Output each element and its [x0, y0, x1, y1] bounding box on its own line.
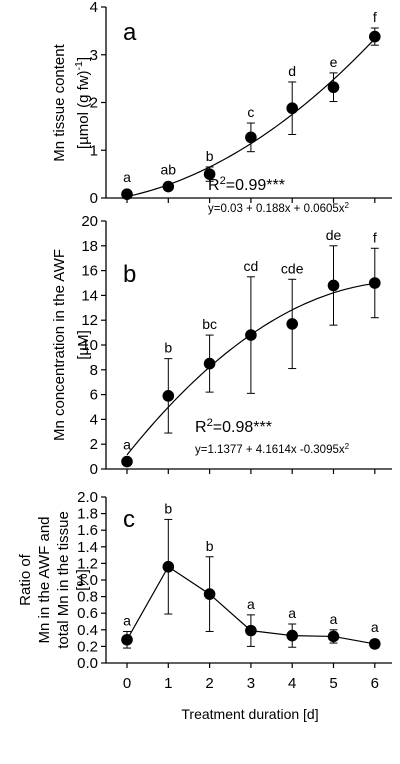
panel-a-significance-letter: b	[206, 148, 214, 164]
panel-b-y-axis-title: [µM]	[75, 330, 92, 359]
panel-c-significance-letter: a	[371, 619, 379, 635]
panel-c-data-point	[162, 560, 175, 573]
panel-b-y-tick-label: 10	[81, 337, 98, 354]
panel-b-significance-letter: b	[164, 340, 172, 356]
panel-a-y-tick-label: 3	[90, 47, 98, 64]
panel-b-data-point	[121, 455, 133, 468]
panel-a-significance-letter: f	[373, 9, 377, 25]
panel-c-x-axis-title: Treatment duration [d]	[181, 706, 318, 722]
panel-c-x-tick-label: 6	[371, 675, 379, 692]
panel-c-x-tick-label: 1	[164, 675, 172, 692]
panel-b-y-tick-label: 0	[90, 461, 98, 478]
panel-b-equation: y=1.1377 + 4.1614x -0.3095x2	[195, 442, 350, 457]
panel-b-significance-letter: bc	[202, 316, 217, 332]
panel-a-y-tick-label: 2	[90, 95, 98, 112]
panel-b-significance-letter: cd	[244, 258, 259, 274]
panel-b-y-axis-title: Mn concentration in the AWF	[51, 249, 68, 441]
panel-c-data-point	[245, 624, 257, 637]
panel-c-y-tick-label: 0.4	[77, 622, 98, 639]
panel-b-y-tick-label: 12	[81, 312, 98, 329]
panel-c-y-axis-title: Ratio of	[17, 553, 34, 606]
panel-b-significance-letter: f	[373, 229, 377, 245]
panel-c-significance-letter: a	[123, 612, 131, 628]
panel-a-y-tick-label: 4	[90, 0, 98, 16]
panel-c-y-tick-label: 1.6	[77, 522, 98, 539]
panel-c-data-point	[369, 638, 381, 650]
panel-b-r2: R2=0.98***	[195, 417, 272, 436]
panel-a-data-point	[162, 180, 175, 193]
panel-a-significance-letter: c	[247, 104, 254, 120]
panel-c-x-tick-label: 4	[288, 675, 296, 692]
panel-b-data-point	[203, 357, 216, 370]
panel-c-x-tick-label: 3	[247, 675, 255, 692]
panel-b-significance-letter: de	[326, 227, 342, 243]
panel-c-data-point	[327, 630, 340, 643]
panel-b-y-tick-label: 6	[90, 387, 98, 404]
panel-b-y-tick-label: 16	[81, 263, 98, 280]
panel-b-y-tick-label: 4	[90, 411, 98, 428]
panel-b-data-point	[327, 279, 340, 292]
panel-a-y-tick-label: 0	[90, 190, 98, 207]
panel-a-y-axis-title: Mn tissue content	[51, 43, 68, 161]
panel-c-y-tick-label: 0.2	[77, 638, 98, 655]
panel-c-significance-letter: a	[330, 611, 338, 627]
panel-c-y-tick-label: 2.0	[77, 489, 98, 506]
panel-a-significance-letter: ab	[161, 162, 177, 178]
panel-c-y-axis-title: [%]	[74, 569, 91, 591]
panel-b-y-tick-label: 18	[81, 238, 98, 255]
panel-b-data-point	[245, 329, 257, 341]
panel-b-label: b	[123, 261, 136, 288]
panel-a-data-point	[369, 30, 381, 43]
panel-a-y-axis-title: [µmol (g fw)-1]	[73, 57, 92, 149]
panel-b-y-tick-label: 8	[90, 362, 98, 379]
panel-a-data-point	[245, 131, 257, 144]
panel-b-significance-letter: cde	[281, 260, 304, 276]
panel-a-r2: R2=0.99***	[208, 175, 285, 194]
panel-c-data-point	[203, 588, 216, 600]
panel-a-y-tick-label: 1	[90, 142, 98, 159]
panel-c-data-point	[121, 633, 133, 646]
panel-b-y-tick-label: 2	[90, 436, 98, 453]
panel-b-y-tick-label: 20	[81, 213, 98, 230]
panel-c-y-tick-label: 0.8	[77, 589, 98, 606]
panel-b-data-point	[369, 277, 381, 289]
panel-c-x-tick-label: 5	[329, 675, 337, 692]
panel-c-y-tick-label: 1.0	[77, 572, 98, 589]
panel-c-significance-letter: b	[206, 538, 214, 554]
panel-c-y-tick-label: 1.4	[77, 539, 98, 556]
panel-c-y-tick-label: 1.8	[77, 506, 98, 523]
panel-c-y-tick-label: 1.2	[77, 555, 98, 572]
panel-a-data-point	[121, 188, 133, 200]
panel-c-significance-letter: b	[164, 500, 172, 516]
panel-b-data-point	[286, 318, 299, 330]
panel-a-significance-letter: a	[123, 169, 131, 185]
panel-a-label: a	[123, 19, 137, 46]
panel-a-data-point	[327, 81, 340, 94]
panel-c-y-axis-title: Mn in the AWF and	[36, 516, 53, 643]
panel-c-data-point	[286, 629, 299, 642]
panel-a-equation: y=0.03 + 0.188x + 0.0605x2	[208, 201, 350, 216]
panel-b-y-tick-label: 14	[81, 287, 98, 304]
panel-c-y-tick-label: 0.6	[77, 605, 98, 622]
panel-c-x-tick-label: 2	[205, 675, 213, 692]
panel-a-data-point	[203, 168, 216, 180]
panel-b-data-point	[162, 390, 175, 402]
panel-c-label: c	[123, 506, 135, 533]
panel-c-y-axis-title: total Mn in the tissue	[55, 511, 72, 649]
panel-a-significance-letter: e	[330, 54, 338, 70]
panel-b-significance-letter: a	[123, 437, 131, 453]
panel-c-significance-letter: a	[247, 596, 255, 612]
panel-a-significance-letter: d	[288, 63, 296, 79]
panel-a-data-point	[286, 102, 299, 115]
panel-c-significance-letter: a	[288, 605, 296, 621]
panel-c-y-tick-label: 0.0	[77, 655, 98, 672]
panel-c-x-tick-label: 0	[123, 675, 131, 692]
